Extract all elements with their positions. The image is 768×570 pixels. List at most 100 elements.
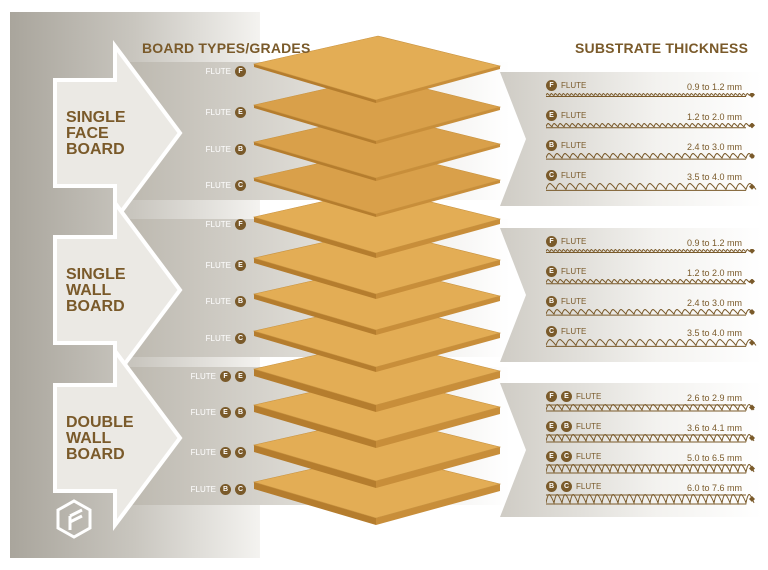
board-layer <box>252 188 502 258</box>
flute-profile-icon <box>546 339 757 347</box>
board-flute-label: FLUTE B <box>190 144 246 155</box>
flute-badge: C <box>546 326 557 337</box>
flute-badge: C <box>235 333 246 344</box>
thickness-value: 3.6 to 4.1 mm <box>686 423 742 433</box>
flute-badge: B <box>546 481 557 492</box>
thickness-row: E FLUTE 1.2 to 2.0 mm <box>546 266 755 295</box>
flute-badge: F <box>220 371 231 382</box>
flute-word: FLUTE <box>190 448 216 457</box>
flute-badge: E <box>561 391 572 402</box>
flute-badge: F <box>546 391 557 402</box>
flute-word: FLUTE <box>561 297 587 306</box>
thickness-row: F FLUTE 0.9 to 1.2 mm <box>546 80 755 109</box>
flute-name: E FLUTE <box>546 266 586 277</box>
board-layer <box>252 340 502 412</box>
flute-badge: E <box>546 451 557 462</box>
group-name-line: BOARD <box>66 446 125 463</box>
board-layer <box>252 35 502 103</box>
flute-word: FLUTE <box>205 220 231 229</box>
flute-badge: E <box>235 107 246 118</box>
flute-word: FLUTE <box>205 145 231 154</box>
thickness-panel: F E FLUTE 2.6 to 2.9 mm E B FLUTE 3.6 to 4.1… <box>500 383 762 517</box>
thickness-row: B C FLUTE 6.0 to 7.6 mm <box>546 481 755 510</box>
flute-badge: E <box>546 266 557 277</box>
flute-badge: C <box>235 180 246 191</box>
group-arrow <box>53 196 183 384</box>
flute-badge: E <box>235 260 246 271</box>
flute-profile-icon <box>546 434 755 443</box>
flute-profile-icon <box>546 249 755 254</box>
thickness-value: 1.2 to 2.0 mm <box>686 112 742 122</box>
flute-name: B FLUTE <box>546 296 586 307</box>
thickness-value: 3.5 to 4.0 mm <box>686 172 742 182</box>
group-name: DOUBLE WALL BOARD <box>66 415 134 463</box>
thickness-row: E FLUTE 1.2 to 2.0 mm <box>546 110 755 139</box>
flute-badge: C <box>561 481 572 492</box>
flute-word: FLUTE <box>561 111 587 120</box>
thickness-value: 1.2 to 2.0 mm <box>686 268 742 278</box>
board-layer <box>252 416 502 488</box>
thickness-row: E B FLUTE 3.6 to 4.1 mm <box>546 421 755 450</box>
thickness-panel: F FLUTE 0.9 to 1.2 mm E FLUTE 1.2 to 2.0 m… <box>500 72 762 206</box>
flute-profile-icon <box>546 464 755 474</box>
group-name-line: SINGLE <box>66 266 126 283</box>
board-flute-label: FLUTE C <box>190 180 246 191</box>
group-name-line: DOUBLE <box>66 414 134 431</box>
flute-word: FLUTE <box>561 237 587 246</box>
group-arrow <box>53 39 183 227</box>
group-name-line: WALL <box>66 282 112 299</box>
flute-badge: B <box>546 296 557 307</box>
flute-word: FLUTE <box>190 372 216 381</box>
flute-word: FLUTE <box>576 392 602 401</box>
flute-profile-icon <box>546 404 755 412</box>
flute-badge: B <box>561 421 572 432</box>
board-layer <box>252 76 502 144</box>
group-name-line: WALL <box>66 430 112 447</box>
group-name-line: BOARD <box>66 298 125 315</box>
flute-badge: B <box>235 407 246 418</box>
group-name: SINGLE WALL BOARD <box>66 267 126 315</box>
board-layer <box>252 229 502 299</box>
group-name-line: BOARD <box>66 141 125 158</box>
flute-word: FLUTE <box>205 261 231 270</box>
board-flute-label: FLUTE C <box>190 333 246 344</box>
flute-profile-icon <box>546 309 755 316</box>
thickness-value: 2.4 to 3.0 mm <box>686 142 742 152</box>
board-layer <box>252 149 502 217</box>
flute-badge: F <box>235 66 246 77</box>
flute-badge: E <box>235 371 246 382</box>
group-name: SINGLE FACE BOARD <box>66 110 126 158</box>
flute-word: FLUTE <box>205 67 231 76</box>
group-arrow <box>53 344 183 532</box>
board-flute-label: FLUTE F E <box>190 371 246 382</box>
flute-badge: C <box>546 170 557 181</box>
flute-badge: E <box>220 407 231 418</box>
flute-badge: E <box>220 447 231 458</box>
flute-profile-icon <box>546 183 757 191</box>
board-flute-label: FLUTE F <box>190 66 246 77</box>
flute-badge: B <box>235 144 246 155</box>
flute-name: F FLUTE <box>546 236 586 247</box>
thickness-value: 0.9 to 1.2 mm <box>686 238 742 248</box>
flute-badge: F <box>235 219 246 230</box>
thickness-value: 3.5 to 4.0 mm <box>686 328 742 338</box>
thickness-value: 0.9 to 1.2 mm <box>686 82 742 92</box>
board-flute-label: FLUTE E C <box>190 447 246 458</box>
thickness-value: 6.0 to 7.6 mm <box>686 483 742 493</box>
board-flute-label: FLUTE E <box>190 260 246 271</box>
thickness-row: B FLUTE 2.4 to 3.0 mm <box>546 296 755 325</box>
board-layer <box>252 113 502 181</box>
thickness-row: C FLUTE 3.5 to 4.0 mm <box>546 326 757 355</box>
flute-word: FLUTE <box>190 485 216 494</box>
flute-name: E FLUTE <box>546 110 586 121</box>
flute-badge: B <box>546 140 557 151</box>
thickness-row: E C FLUTE 5.0 to 6.5 mm <box>546 451 755 480</box>
thickness-value: 5.0 to 6.5 mm <box>686 453 742 463</box>
group-name-line: FACE <box>66 125 109 142</box>
flute-name: E C FLUTE <box>546 451 601 462</box>
thickness-row: C FLUTE 3.5 to 4.0 mm <box>546 170 757 199</box>
flute-word: FLUTE <box>576 422 602 431</box>
flute-name: E B FLUTE <box>546 421 601 432</box>
